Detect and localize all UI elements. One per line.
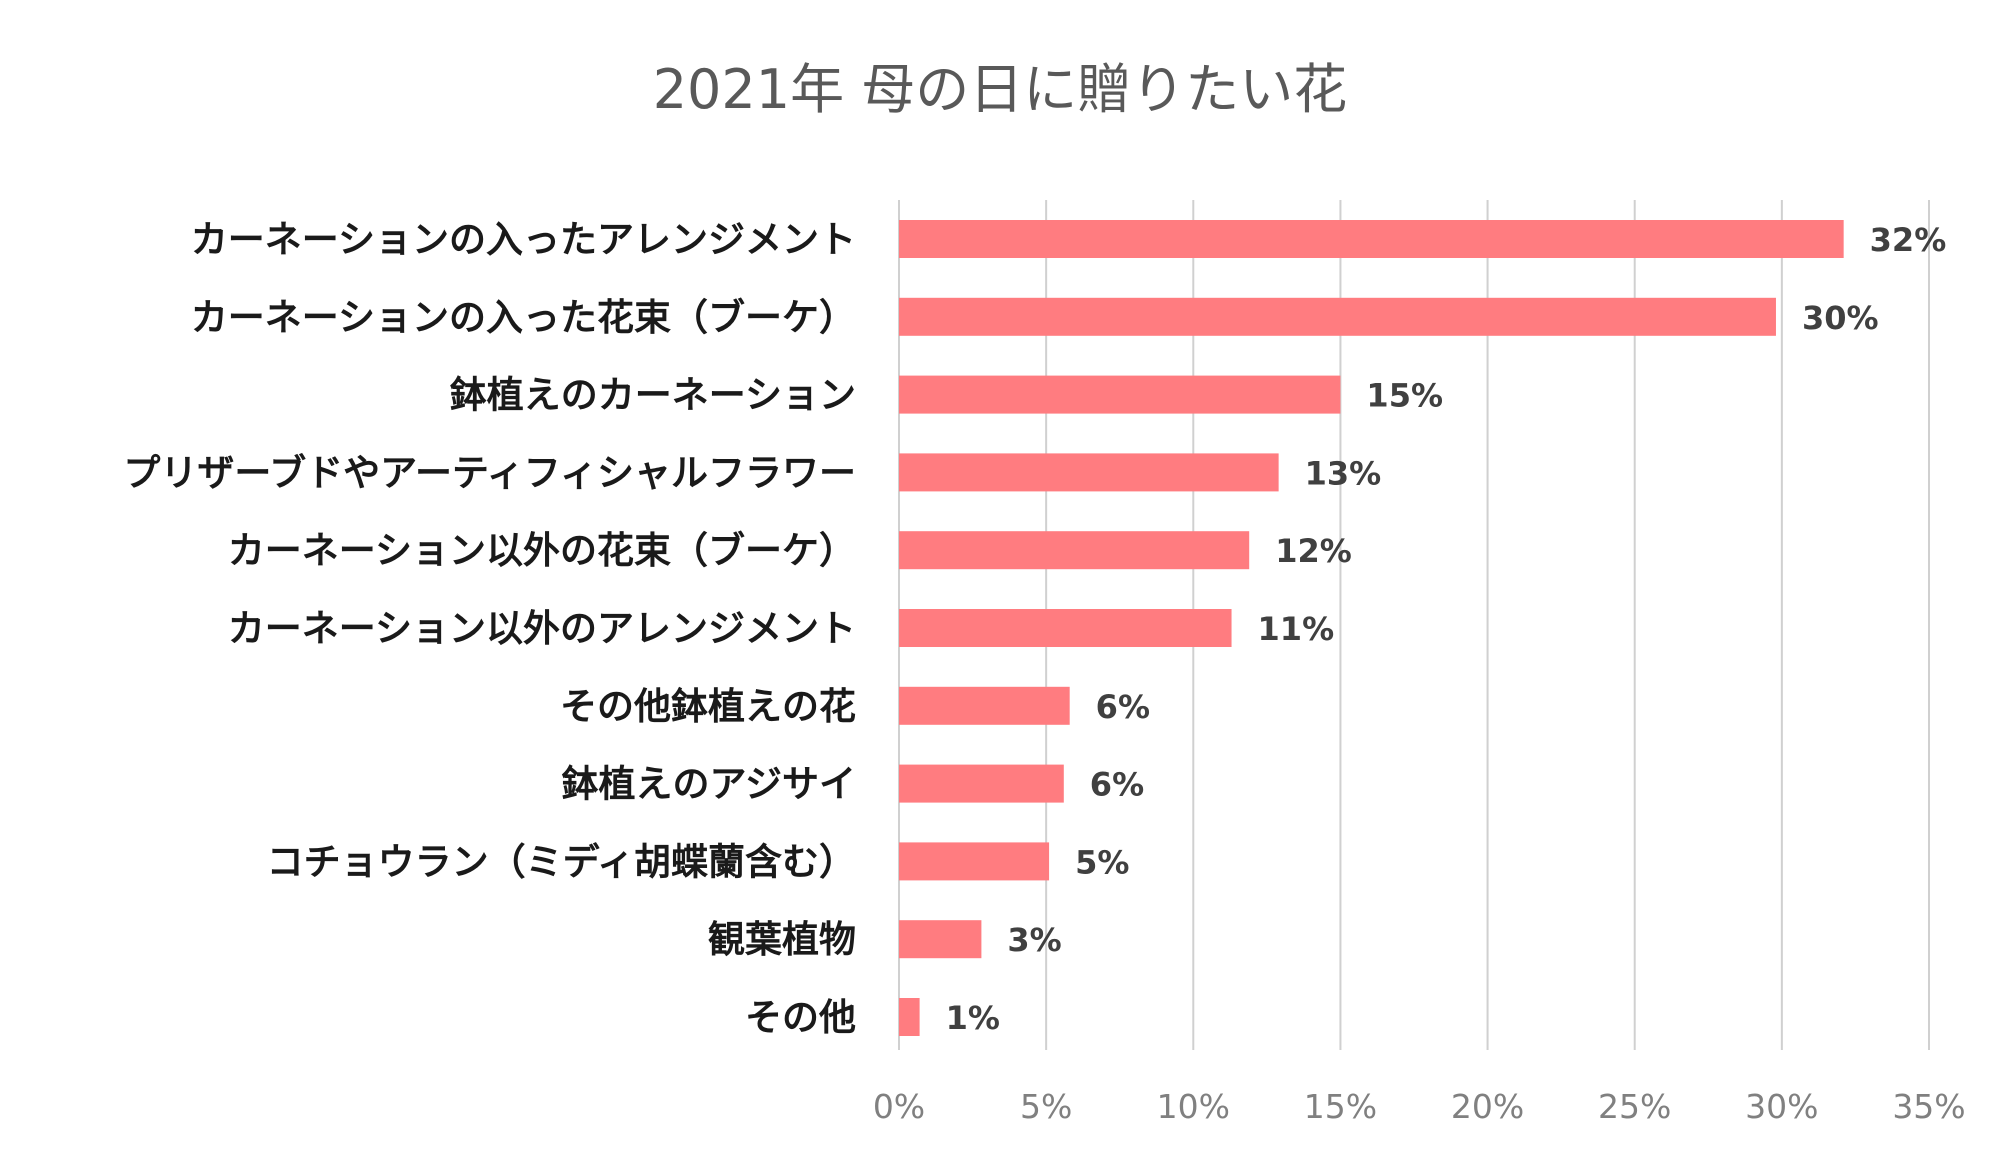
value-label: 3%: [1007, 921, 1061, 959]
category-label: その他鉢植えの花: [560, 685, 856, 728]
value-label: 30%: [1802, 299, 1879, 337]
value-labels: 32% 30% 15% 13% 12% 11% 6% 6% 5% 3% 1%: [946, 221, 1947, 1037]
category-label: プリザーブドやアーティフィシャルフラワー: [123, 451, 856, 494]
x-axis-tick-labels: 0% 5% 10% 15% 20% 25% 30% 35%: [873, 1087, 1966, 1126]
bar: [899, 998, 920, 1036]
category-label: 鉢植えのアジサイ: [561, 763, 856, 806]
value-label: 1%: [946, 999, 1000, 1037]
category-label: 鉢植えのカーネーション: [450, 374, 856, 417]
category-label: その他: [745, 996, 856, 1039]
value-label: 15%: [1366, 377, 1443, 415]
value-label: 13%: [1305, 454, 1382, 492]
category-label: 観葉植物: [708, 918, 856, 961]
bar: [899, 609, 1232, 647]
bar: [899, 297, 1776, 336]
value-label: 12%: [1275, 532, 1352, 570]
bar: [899, 375, 1341, 414]
value-label: 6%: [1090, 766, 1144, 804]
x-tick-label: 0%: [873, 1087, 925, 1126]
category-label: カーネーションの入った花束（ブーケ）: [191, 296, 856, 339]
category-label: コチョウラン（ミディ胡蝶蘭含む）: [267, 840, 856, 883]
chart-title: 2021年 母の日に贈りたい花: [653, 58, 1348, 121]
x-tick-label: 5%: [1020, 1087, 1072, 1126]
category-label: カーネーション以外の花束（ブーケ）: [228, 529, 856, 572]
x-tick-label: 20%: [1451, 1087, 1524, 1126]
bar: [899, 920, 982, 959]
bars: [899, 220, 1844, 1036]
x-tick-label: 10%: [1157, 1087, 1230, 1126]
bar: [899, 453, 1279, 492]
x-tick-label: 25%: [1598, 1087, 1671, 1126]
bar: [899, 220, 1844, 258]
bar: [899, 764, 1064, 803]
value-label: 11%: [1258, 610, 1335, 648]
value-label: 5%: [1075, 843, 1129, 881]
bar: [899, 686, 1070, 725]
x-tick-label: 35%: [1892, 1087, 1965, 1126]
category-label: カーネーションの入ったアレンジメント: [191, 218, 856, 261]
category-label: カーネーション以外のアレンジメント: [228, 607, 856, 650]
value-label: 32%: [1870, 221, 1947, 259]
value-label: 6%: [1096, 688, 1150, 726]
x-tick-label: 15%: [1304, 1087, 1377, 1126]
bar: [899, 531, 1250, 570]
x-tick-label: 30%: [1745, 1087, 1818, 1126]
bar: [899, 842, 1050, 881]
